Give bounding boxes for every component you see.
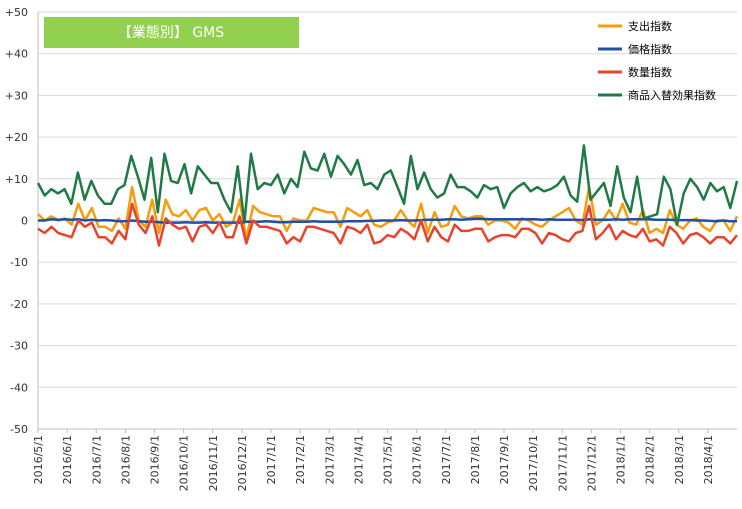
x-tick-label: 2018/2/1 — [644, 435, 657, 484]
series-line-4 — [36, 144, 739, 226]
x-tick-label: 2017/6/1 — [411, 435, 424, 484]
y-tick-label: +10 — [5, 173, 28, 186]
x-tick-label: 2016/6/1 — [61, 435, 74, 484]
legend-label: 価格指数 — [628, 42, 672, 56]
y-tick-label: -20 — [10, 298, 28, 311]
series-lines — [36, 144, 739, 247]
x-tick-label: 2017/1/1 — [265, 435, 278, 484]
legend-label: 商品入替効果指数 — [628, 88, 716, 102]
x-tick-label: 2017/5/1 — [382, 435, 395, 484]
x-tick-label: 2016/11/1 — [207, 435, 220, 491]
x-tick-label: 2017/8/1 — [469, 435, 482, 484]
x-tick-label: 2016/8/1 — [119, 435, 132, 484]
y-tick-label: 0 — [21, 215, 28, 228]
x-tick-label: 2017/12/1 — [585, 435, 598, 491]
x-tick-labels: 2016/5/1 2016/6/1 2016/7/1 2016/8/1 2016/9/1… — [32, 435, 715, 491]
x-tick-label: 2017/3/1 — [323, 435, 336, 484]
x-tick-label: 2016/12/1 — [236, 435, 249, 491]
x-tick-label: 2016/7/1 — [90, 435, 103, 484]
y-tick-label: +50 — [5, 6, 28, 19]
y-tick-label: +20 — [5, 131, 28, 144]
x-tick-label: 2018/4/1 — [702, 435, 715, 484]
y-tick-label: +30 — [5, 89, 28, 102]
y-tick-label: -30 — [10, 340, 28, 353]
x-tick-label: 2018/3/1 — [673, 435, 686, 484]
x-tick-label: 2017/10/1 — [527, 435, 540, 491]
y-tick-label: +40 — [5, 48, 28, 61]
y-tick-label: -50 — [10, 423, 28, 436]
x-tick-label: 2017/9/1 — [498, 435, 511, 484]
legend-label: 数量指数 — [628, 65, 672, 79]
y-tick-labels: +50 +40 +30 +20 +10 0 -10 -20 -30 -40 -50 — [5, 6, 28, 436]
chart-title-box: 【業態別】 GMS — [44, 17, 299, 48]
x-tick-label: 2017/11/1 — [556, 435, 569, 491]
series-line-1 — [37, 185, 739, 241]
y-tick-label: -40 — [10, 381, 28, 394]
series-line-3 — [37, 202, 738, 247]
chart-title: 【業態別】 GMS — [118, 25, 224, 41]
title-background — [44, 17, 299, 48]
x-tick-label: 2017/2/1 — [294, 435, 307, 484]
y-tick-label: -10 — [10, 256, 28, 269]
x-tick-label: 2016/9/1 — [149, 435, 162, 484]
x-tick-label: 2016/5/1 — [32, 435, 45, 484]
legend-label: 支出指数 — [628, 19, 672, 33]
x-tick-label: 2016/10/1 — [178, 435, 191, 491]
x-tick-label: 2018/1/1 — [615, 435, 628, 484]
x-tick-label: 2017/7/1 — [440, 435, 453, 484]
x-tick-label: 2017/4/1 — [352, 435, 365, 484]
